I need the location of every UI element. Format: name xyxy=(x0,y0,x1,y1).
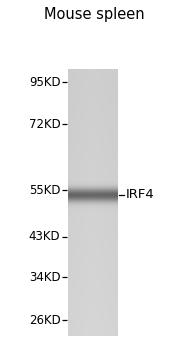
Text: 72KD: 72KD xyxy=(29,118,61,131)
Text: 34KD: 34KD xyxy=(29,271,61,284)
Text: 55KD: 55KD xyxy=(29,183,61,197)
Text: 26KD: 26KD xyxy=(29,314,61,327)
Title: Mouse spleen: Mouse spleen xyxy=(44,7,144,22)
Text: 95KD: 95KD xyxy=(29,76,61,89)
Text: 43KD: 43KD xyxy=(29,230,61,243)
Text: IRF4: IRF4 xyxy=(126,188,154,201)
